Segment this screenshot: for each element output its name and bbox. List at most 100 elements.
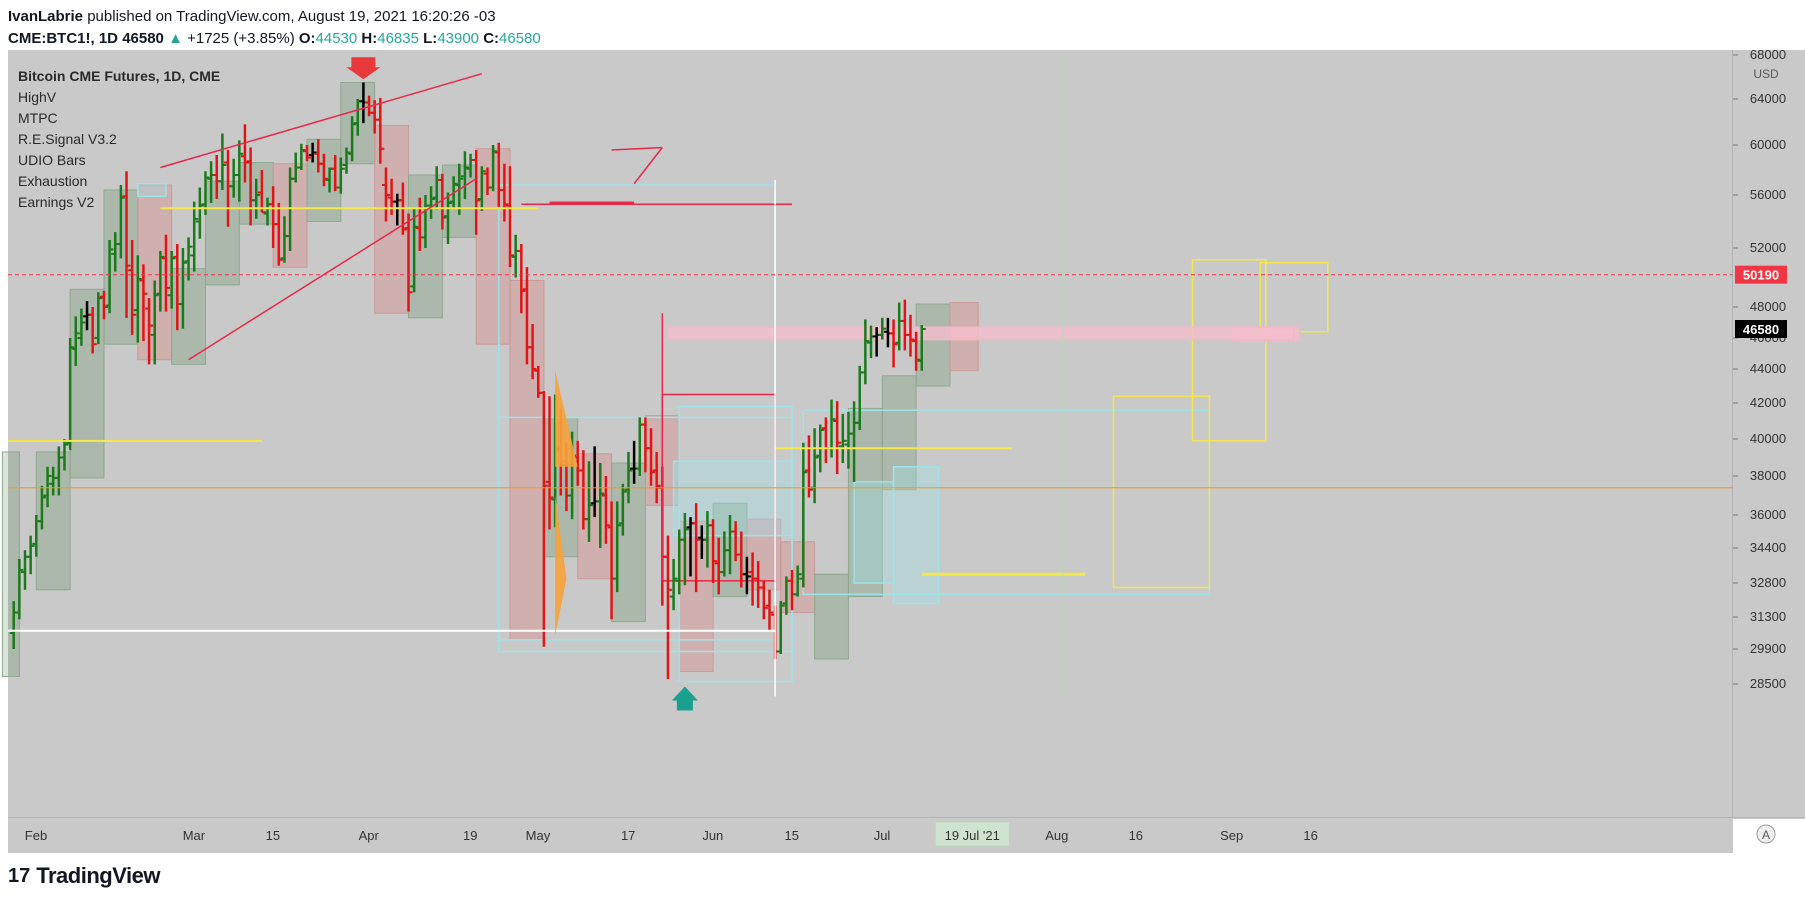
legend-indicator[interactable]: R.E.Signal V3.2 (18, 131, 117, 147)
ohlc-bar[interactable] (252, 178, 261, 219)
ohlc-bar[interactable] (178, 248, 187, 329)
ohlc-bar[interactable] (308, 142, 317, 163)
ohlc-bar[interactable] (647, 428, 656, 486)
ohlc-bar[interactable] (240, 124, 249, 183)
annotation-box[interactable] (667, 326, 1295, 341)
ohlc-bar[interactable] (105, 240, 114, 314)
ohlc-bar[interactable] (889, 319, 898, 368)
ohlc-bar[interactable] (145, 298, 154, 365)
ohlc-bar[interactable] (438, 173, 447, 230)
trend-line[interactable] (188, 178, 477, 361)
ohlc-bar[interactable] (517, 244, 526, 314)
ohlc-bar[interactable] (663, 535, 672, 679)
ohlc-bar[interactable] (235, 140, 244, 202)
ohlc-bar[interactable] (912, 331, 921, 371)
annotation-box[interactable] (1191, 259, 1267, 442)
ohlc-bar[interactable] (15, 558, 24, 620)
ohlc-bar[interactable] (156, 250, 165, 312)
ohlc-bar[interactable] (376, 97, 385, 164)
ohlc-bar[interactable] (150, 280, 159, 365)
annotation-box[interactable] (1112, 395, 1211, 589)
ohlc-bar[interactable] (26, 535, 35, 575)
trend-line[interactable] (160, 72, 483, 169)
ohlc-bar[interactable] (94, 292, 103, 345)
ohlc-bar[interactable] (66, 338, 75, 451)
ohlc-bar[interactable] (477, 166, 486, 211)
ohlc-bar[interactable] (793, 565, 802, 597)
legend-indicator[interactable]: Exhaustion (18, 173, 87, 189)
ohlc-bar[interactable] (539, 391, 548, 647)
ohlc-bar[interactable] (618, 483, 627, 536)
ohlc-bar[interactable] (489, 145, 498, 192)
ohlc-bar[interactable] (613, 501, 622, 593)
ohlc-bar[interactable] (139, 264, 148, 342)
ohlc-bar[interactable] (184, 237, 193, 281)
annotation-box[interactable] (853, 481, 895, 584)
ohlc-bar[interactable] (99, 290, 108, 320)
ohlc-bar[interactable] (833, 401, 842, 475)
ohlc-bar[interactable] (167, 250, 176, 309)
legend-indicator[interactable]: HighV (18, 89, 57, 105)
ohlc-bar[interactable] (122, 171, 131, 318)
ohlc-bar[interactable] (692, 503, 701, 593)
ohlc-bar[interactable] (60, 439, 69, 471)
ohlc-bar[interactable] (917, 325, 926, 371)
ohlc-bar[interactable] (319, 153, 328, 187)
ohlc-bar[interactable] (506, 166, 515, 268)
trend-line[interactable] (633, 147, 663, 185)
ohlc-bar[interactable] (759, 580, 768, 620)
tradingview-brand[interactable]: TradingView (36, 863, 160, 888)
ohlc-bar[interactable] (410, 208, 419, 293)
ohlc-bar[interactable] (427, 186, 436, 219)
ohlc-bar[interactable] (297, 143, 306, 170)
ohlc-bar[interactable] (257, 170, 266, 214)
auto-scale-button[interactable]: A (1756, 824, 1776, 844)
ohlc-bar[interactable] (906, 314, 915, 357)
ohlc-bar[interactable] (116, 185, 125, 259)
ohlc-bar[interactable] (765, 589, 774, 631)
ohlc-bar[interactable] (545, 396, 554, 530)
ohlc-bar[interactable] (381, 167, 390, 222)
ohlc-bar[interactable] (37, 485, 46, 530)
ohlc-bar[interactable] (348, 116, 357, 162)
ohlc-bar[interactable] (162, 234, 170, 312)
legend-indicator[interactable]: Earnings V2 (18, 194, 94, 210)
ohlc-bar[interactable] (799, 442, 808, 588)
ohlc-bar[interactable] (596, 463, 605, 548)
annotation-box[interactable] (137, 183, 167, 198)
ohlc-bar[interactable] (77, 308, 86, 346)
ohlc-bar[interactable] (303, 145, 311, 162)
ohlc-bar[interactable] (680, 513, 689, 586)
ohlc-bar[interactable] (128, 240, 137, 335)
ohlc-bar[interactable] (71, 316, 80, 366)
ohlc-bar[interactable] (43, 466, 52, 508)
ohlc-bar[interactable] (500, 163, 509, 222)
trend-line[interactable] (611, 146, 663, 151)
ohlc-bar[interactable] (274, 202, 283, 266)
ohlc-bar[interactable] (838, 413, 847, 464)
ohlc-bar[interactable] (444, 192, 452, 245)
ohlc-bar[interactable] (669, 558, 678, 611)
legend-indicator[interactable]: MTPC (18, 110, 58, 126)
ohlc-bar[interactable] (88, 307, 97, 354)
ohlc-bar[interactable] (336, 157, 345, 194)
ohlc-bar[interactable] (218, 133, 227, 191)
legend-title[interactable]: Bitcoin CME Futures, 1D, CME (18, 68, 220, 84)
legend-indicator[interactable]: UDIO Bars (18, 152, 86, 168)
ohlc-bar[interactable] (585, 461, 593, 542)
ohlc-bar[interactable] (472, 150, 481, 235)
ohlc-bar[interactable] (460, 151, 469, 199)
ohlc-bar[interactable] (804, 435, 813, 498)
ohlc-bar[interactable] (878, 317, 887, 340)
time-axis[interactable] (8, 819, 1733, 853)
price-axis[interactable] (1734, 50, 1805, 818)
ohlc-bar[interactable] (861, 319, 870, 385)
ohlc-bar[interactable] (776, 601, 785, 654)
ohlc-bar[interactable] (190, 201, 199, 272)
ohlc-bar[interactable] (195, 187, 204, 239)
ohlc-bar[interactable] (709, 519, 718, 583)
ohlc-bar[interactable] (652, 451, 661, 504)
ohlc-bar[interactable] (528, 324, 537, 380)
ohlc-bar[interactable] (342, 147, 351, 174)
